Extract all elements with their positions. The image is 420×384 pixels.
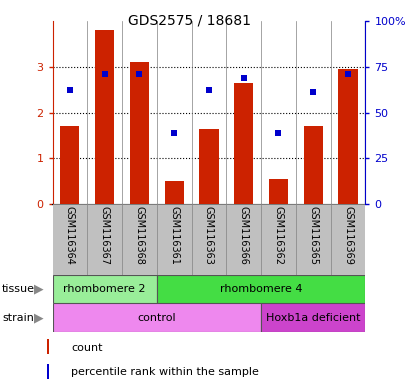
Text: GSM116366: GSM116366: [239, 206, 249, 265]
Text: rhombomere 4: rhombomere 4: [220, 284, 302, 294]
Bar: [157, 204, 192, 275]
Bar: [47, 364, 49, 379]
Bar: [234, 83, 253, 204]
Bar: [122, 204, 157, 275]
Bar: [95, 30, 114, 204]
Text: ▶: ▶: [34, 311, 43, 324]
Bar: [339, 69, 357, 204]
Text: control: control: [137, 313, 176, 323]
Text: GSM116362: GSM116362: [273, 206, 284, 265]
Bar: [60, 126, 79, 204]
Bar: [52, 303, 261, 332]
Text: GDS2575 / 18681: GDS2575 / 18681: [128, 13, 250, 27]
Bar: [304, 126, 323, 204]
Text: count: count: [71, 343, 102, 353]
Text: ▶: ▶: [34, 283, 43, 295]
Bar: [261, 303, 365, 332]
Bar: [200, 129, 218, 204]
Bar: [52, 204, 87, 275]
Text: GSM116361: GSM116361: [169, 206, 179, 265]
Text: tissue: tissue: [2, 284, 35, 294]
Bar: [157, 275, 365, 303]
Bar: [52, 275, 157, 303]
Bar: [331, 204, 365, 275]
Text: percentile rank within the sample: percentile rank within the sample: [71, 366, 259, 377]
Bar: [269, 179, 288, 204]
Text: GSM116368: GSM116368: [134, 206, 144, 265]
Text: strain: strain: [2, 313, 34, 323]
Text: Hoxb1a deficient: Hoxb1a deficient: [266, 313, 360, 323]
Text: GSM116363: GSM116363: [204, 206, 214, 265]
Bar: [261, 204, 296, 275]
Text: GSM116369: GSM116369: [343, 206, 353, 265]
Bar: [165, 181, 184, 204]
Text: GSM116367: GSM116367: [100, 206, 110, 265]
Bar: [130, 62, 149, 204]
Text: rhombomere 2: rhombomere 2: [63, 284, 146, 294]
Text: GSM116364: GSM116364: [65, 206, 75, 265]
Text: GSM116365: GSM116365: [308, 206, 318, 265]
Bar: [87, 204, 122, 275]
Bar: [47, 339, 49, 354]
Bar: [226, 204, 261, 275]
Bar: [192, 204, 226, 275]
Bar: [296, 204, 331, 275]
